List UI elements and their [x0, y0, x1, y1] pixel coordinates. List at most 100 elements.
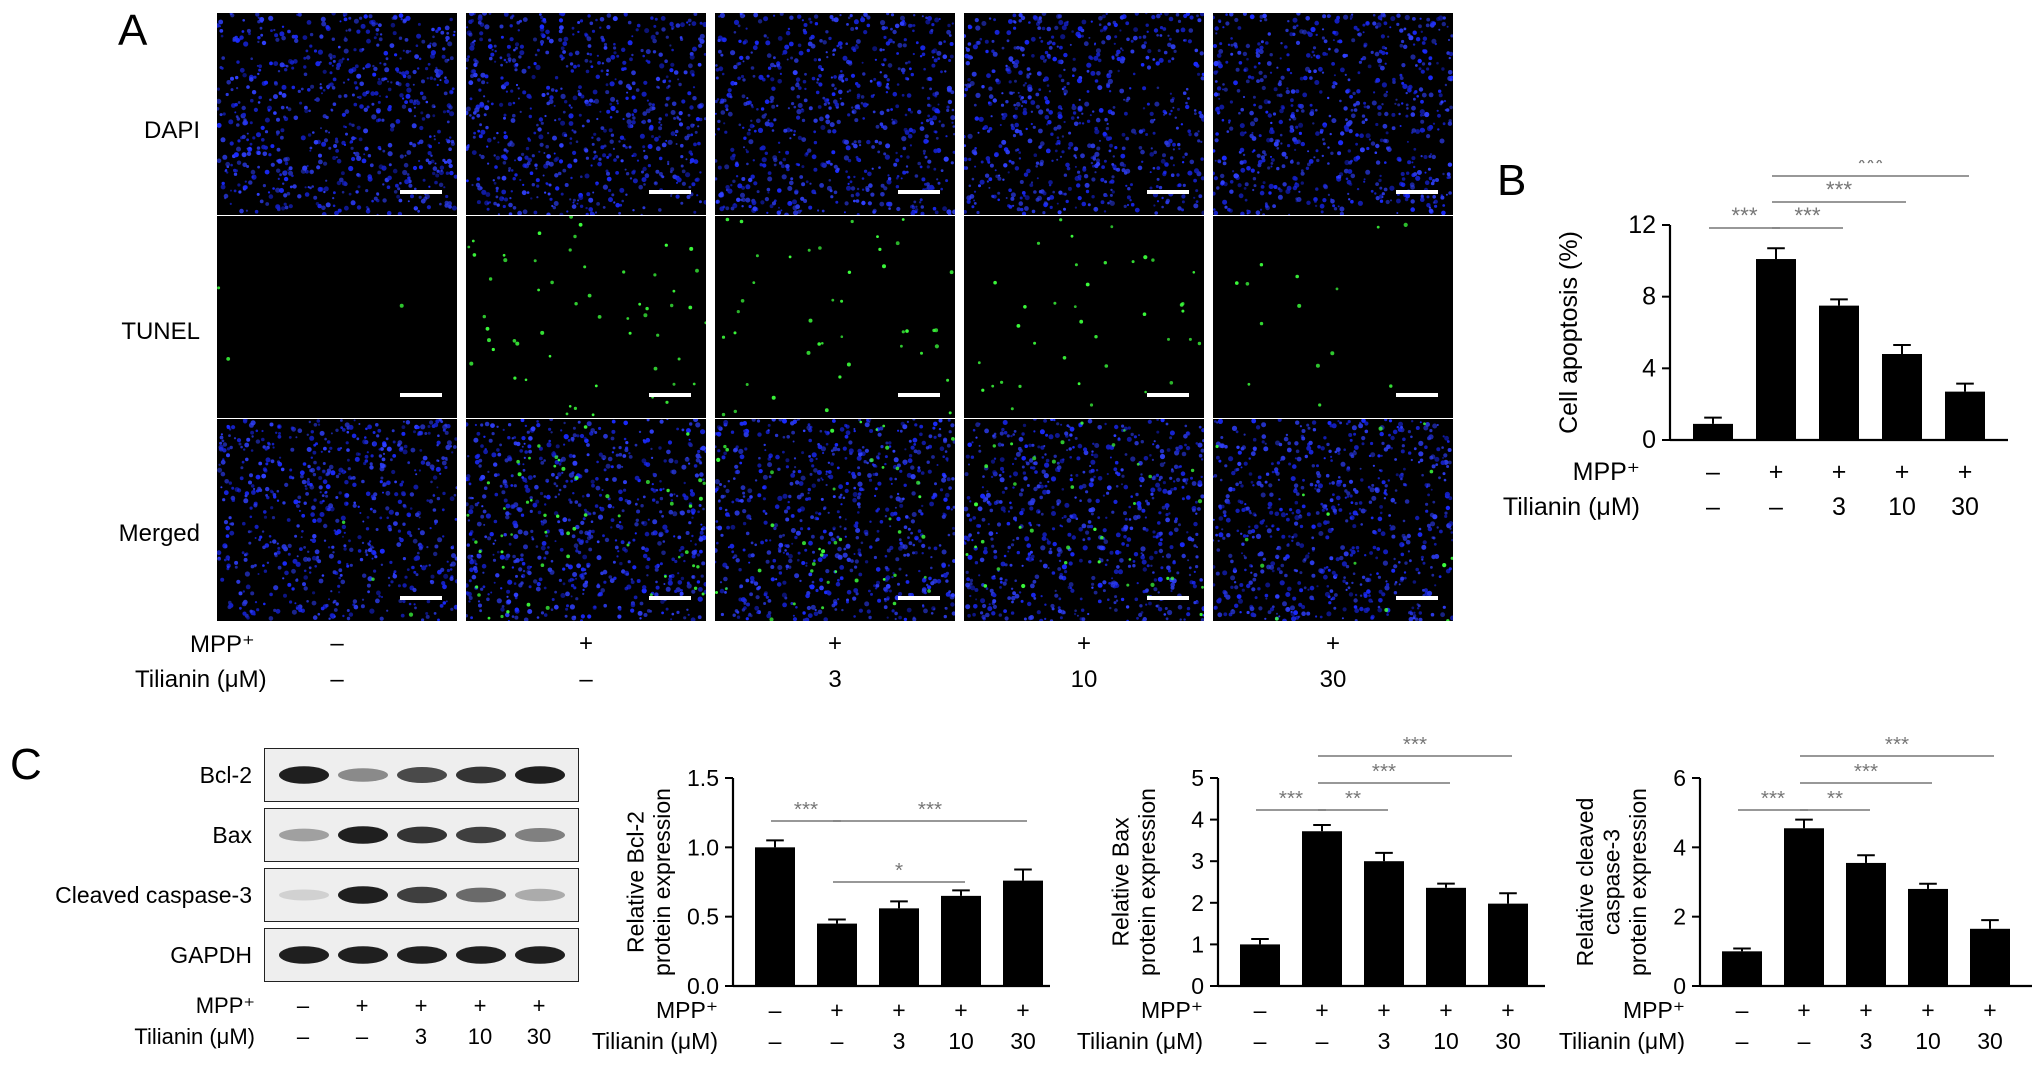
y-tick-label: 2: [1191, 890, 1204, 916]
panel-a-mpp-value-5: +: [1325, 630, 1340, 657]
blot-band-1-2: [338, 768, 388, 782]
x-tilianin-value-3: 3: [1832, 493, 1846, 521]
tunel-image-2: [466, 216, 706, 418]
blot-strip-4: [264, 928, 579, 982]
x-mpp-value-5: +: [1983, 997, 1996, 1023]
row-label-merged: Merged: [118, 520, 200, 547]
x-mpp-value-3: +: [1859, 997, 1872, 1023]
blot-band-1-3: [397, 767, 447, 783]
significance-label-2: *: [895, 859, 903, 882]
x-row-label-tilianin: Tilianin (μM): [1559, 1028, 1685, 1054]
x-tilianin-value-4: 10: [948, 1028, 974, 1054]
x-tilianin-value-1: –: [769, 1028, 782, 1054]
x-mpp-value-3: +: [892, 997, 905, 1023]
blot-strip-3: [264, 868, 579, 922]
y-tick-label: 4: [1191, 807, 1204, 833]
tunel-image-1: [217, 216, 457, 418]
blot-band-1-5: [515, 766, 565, 784]
panel-a-mpp-value-1: –: [330, 630, 344, 657]
x-mpp-value-5: +: [1958, 458, 1973, 486]
blot-band-1-1: [279, 766, 329, 784]
x-row-label-mpp: MPP⁺: [1573, 458, 1640, 486]
blot-mpp-value-3: +: [414, 993, 428, 1018]
y-tick-label: 12: [1628, 211, 1656, 239]
panel-a-tilianin-value-1: –: [330, 666, 344, 693]
y-tick-label: 3: [1191, 848, 1204, 874]
blot-band-4-4: [456, 946, 506, 964]
x-tilianin-value-4: 10: [1915, 1028, 1941, 1054]
bar-5: [1945, 391, 1985, 440]
blot-band-2-2: [338, 826, 388, 844]
significance-label-2: **: [1827, 787, 1843, 810]
x-mpp-value-4: +: [954, 997, 967, 1023]
bar-2: [1784, 828, 1824, 986]
bar-4: [1908, 888, 1948, 986]
x-tilianin-value-2: –: [1798, 1028, 1811, 1054]
dapi-image-4: [964, 13, 1204, 215]
dapi-image-3: [715, 13, 955, 215]
blot-strip-2: [264, 808, 579, 862]
x-tilianin-value-5: 30: [1495, 1028, 1521, 1054]
x-tilianin-value-4: 10: [1888, 493, 1916, 521]
blot-band-2-5: [515, 828, 565, 842]
blot-band-2-1: [279, 828, 329, 842]
dapi-image-1: [217, 13, 457, 215]
x-tilianin-value-2: –: [831, 1028, 844, 1054]
dapi-image-5: [1213, 13, 1453, 215]
x-row-label-mpp: MPP⁺: [1141, 997, 1203, 1023]
x-mpp-value-1: –: [1706, 458, 1720, 486]
blot-mpp-value-1: –: [296, 993, 310, 1018]
x-row-label-mpp: MPP⁺: [656, 997, 718, 1023]
x-tilianin-value-4: 10: [1433, 1028, 1459, 1054]
panel-a-mpp-label: MPP⁺: [190, 631, 255, 658]
x-mpp-value-5: +: [1501, 997, 1514, 1023]
significance-label-1: ***: [794, 798, 818, 821]
x-row-label-tilianin: Tilianin (μM): [1077, 1028, 1203, 1054]
row-label-tunel: TUNEL: [121, 318, 200, 345]
blot-label-4: GAPDH: [170, 942, 252, 968]
y-tick-label: 1.0: [687, 834, 719, 860]
x-tilianin-value-2: –: [1316, 1028, 1329, 1054]
x-mpp-value-4: +: [1439, 997, 1452, 1023]
x-row-label-tilianin: Tilianin (μM): [592, 1028, 718, 1054]
blot-band-3-1: [279, 889, 329, 901]
significance-label-1: ***: [1761, 787, 1785, 810]
y-tick-label: 1: [1191, 931, 1204, 957]
y-axis-label: Relative Bax: [1108, 817, 1134, 947]
x-tilianin-value-3: 3: [893, 1028, 906, 1054]
panel-a-mpp-value-4: +: [1076, 630, 1091, 657]
bar-1: [1693, 423, 1733, 440]
x-row-label-mpp: MPP⁺: [1623, 997, 1685, 1023]
merged-image-3: [715, 419, 955, 621]
x-mpp-value-2: +: [1797, 997, 1810, 1023]
x-tilianin-value-1: –: [1254, 1028, 1267, 1054]
x-mpp-value-3: +: [1832, 458, 1847, 486]
blot-band-2-4: [456, 826, 506, 844]
x-tilianin-value-3: 3: [1860, 1028, 1873, 1054]
blot-band-3-2: [338, 886, 388, 904]
blot-band-4-3: [397, 946, 447, 964]
merged-image-2: [466, 419, 706, 621]
x-tilianin-value-1: –: [1706, 493, 1720, 521]
panel-a-tilianin-value-2: –: [579, 666, 593, 693]
blot-tilianin-value-4: 10: [467, 1024, 493, 1049]
tunel-image-5: [1213, 216, 1453, 418]
x-mpp-value-4: +: [1921, 997, 1934, 1023]
y-axis-label: Cell apoptosis (%): [1555, 231, 1583, 434]
y-tick-label: 4: [1673, 834, 1686, 860]
tunel-image-3: [715, 216, 955, 418]
bar-2: [1302, 831, 1342, 986]
blot-band-4-2: [338, 946, 388, 964]
panel-letter-b: B: [1497, 156, 1527, 205]
significance-label-2: **: [1345, 787, 1361, 810]
bar-1: [755, 847, 795, 986]
x-mpp-value-4: +: [1895, 458, 1910, 486]
panel-a-mpp-value-2: +: [578, 630, 593, 657]
x-tilianin-value-3: 3: [1378, 1028, 1391, 1054]
bar-5: [1488, 903, 1528, 986]
bar-4: [1882, 354, 1922, 440]
y-tick-label: 0.5: [687, 904, 719, 930]
blot-tilianin-label: Tilianin (μM): [134, 1024, 255, 1049]
